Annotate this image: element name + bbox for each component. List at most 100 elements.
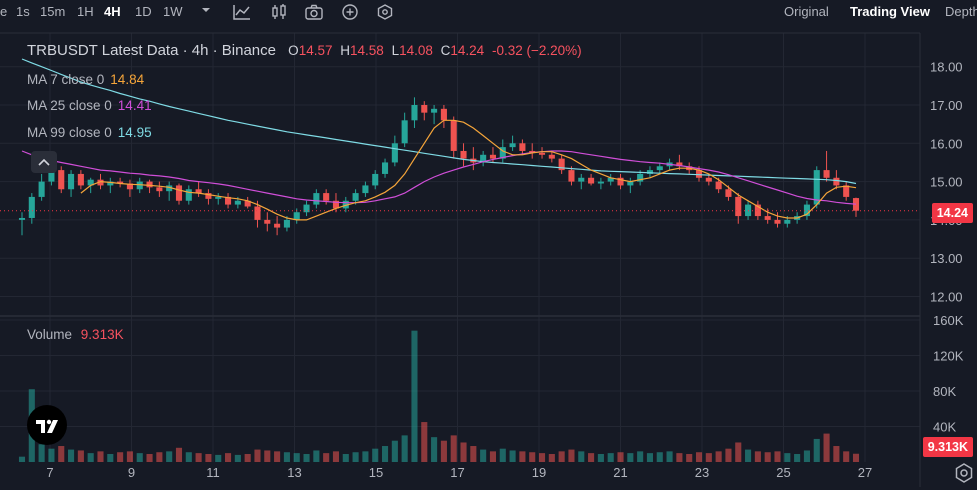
view-depth[interactable]: Depth [945,4,977,19]
candle-body [411,105,418,121]
ma25-legend[interactable]: MA 25 close 0 14.41 [27,98,152,113]
interval-1h[interactable]: 1H [77,4,94,19]
candle-body [48,170,55,182]
candle-body [431,108,438,113]
volume-bar [323,453,330,462]
volume-bar [254,449,261,462]
camera-icon[interactable] [305,0,323,24]
toolbar: e 1s 15m 1H 4H 1D 1W Original Trading Vi… [0,0,977,24]
volume-bar [166,451,173,462]
close-value: 14.24 [450,43,485,58]
volume-legend[interactable]: Volume 9.313K [27,327,124,342]
view-original[interactable]: Original [784,4,829,19]
candle-body [97,179,104,186]
candle-body [715,181,722,190]
open-value: 14.57 [298,43,333,58]
volume-bar [588,453,595,462]
candle-body [725,189,732,197]
candle-body [489,154,497,159]
settings-hex-icon[interactable] [376,0,394,24]
candle-body [813,170,820,205]
candle-body [784,219,791,224]
volume-bar [293,453,300,462]
volume-bar [195,453,202,462]
volume-bar [803,450,810,462]
candle-body [136,181,143,190]
tradingview-logo[interactable] [27,405,67,445]
close-label: C [440,43,451,58]
volume-bar [597,454,604,462]
candle-body [77,173,84,186]
interval-4h[interactable]: 4H [104,4,121,19]
volume-bar [695,452,703,462]
add-indicator-icon[interactable] [341,0,359,24]
interval-1d[interactable]: 1D [135,4,152,19]
interval-15m[interactable]: 15m [40,4,66,19]
candle-body [607,177,614,182]
candle-body [381,162,389,174]
candle-body [735,196,742,217]
ma99-line [21,58,857,185]
candle-body [274,223,281,228]
ma7-legend[interactable]: MA 7 close 0 14.84 [27,72,144,87]
time-tick-label: 11 [206,465,220,480]
symbol-legend: TRBUSDT Latest Data · 4h · Binance O14.5… [27,42,582,59]
candle-body [538,152,546,155]
candle-type-icon[interactable] [270,0,288,24]
volume-bar [18,456,26,462]
collapse-legend-button[interactable] [31,151,57,173]
candle-body [38,181,45,197]
volume-bar [823,433,830,462]
candle-body [695,170,703,178]
view-trading-view[interactable]: Trading View [850,4,930,19]
high-value: 14.58 [350,43,384,58]
candle-body [637,173,644,182]
time-tick-label: 9 [128,465,135,480]
volume-bar [87,453,94,462]
volume-bar [686,454,693,462]
time-tick-label: 7 [46,465,53,480]
interval-1w[interactable]: 1W [163,4,183,19]
candle-body [460,150,467,159]
chart-grid [0,33,920,462]
candle-body [234,200,241,205]
volume-bar [578,451,585,462]
symbol-title: TRBUSDT Latest Data · 4h · Binance [27,42,276,59]
time-tick-label: 19 [532,465,546,480]
interval-dropdown-icon[interactable] [200,0,214,24]
volume-tick-label: 40K [933,420,956,435]
volume-bar [185,452,192,462]
volume-bar [313,450,320,462]
candle-body [578,177,585,182]
ma-lines [21,58,857,221]
volume-label: Volume [27,327,73,342]
ma25-label: MA 25 close 0 [27,98,112,113]
chevron-up-icon [38,158,50,166]
volume-bar [411,330,418,462]
volume-bar [440,440,447,462]
volume-bar [136,453,143,462]
indicator-chart-icon[interactable] [233,0,251,24]
price-tick-label: 15.00 [930,175,963,190]
candle-body [126,183,133,190]
volume-bar [205,454,212,462]
candle-body [323,193,330,201]
volume-bar [480,449,487,462]
candle-body [843,185,850,197]
volume-bar [833,446,840,462]
volume-bar [568,449,575,462]
volume-bar [372,448,379,462]
candle-body [676,162,683,167]
candle-body [391,143,398,163]
volume-bar [617,452,624,462]
ma99-legend[interactable]: MA 99 close 0 14.95 [27,125,152,140]
time-tick-label: 21 [613,465,627,480]
volume-bar [627,453,634,462]
interval-1s[interactable]: 1s [16,4,30,19]
chart-settings-button[interactable] [952,461,976,485]
volume-bar [391,440,398,462]
volume-bars [18,330,860,462]
ma7-line [80,119,857,221]
volume-bar [58,446,65,462]
